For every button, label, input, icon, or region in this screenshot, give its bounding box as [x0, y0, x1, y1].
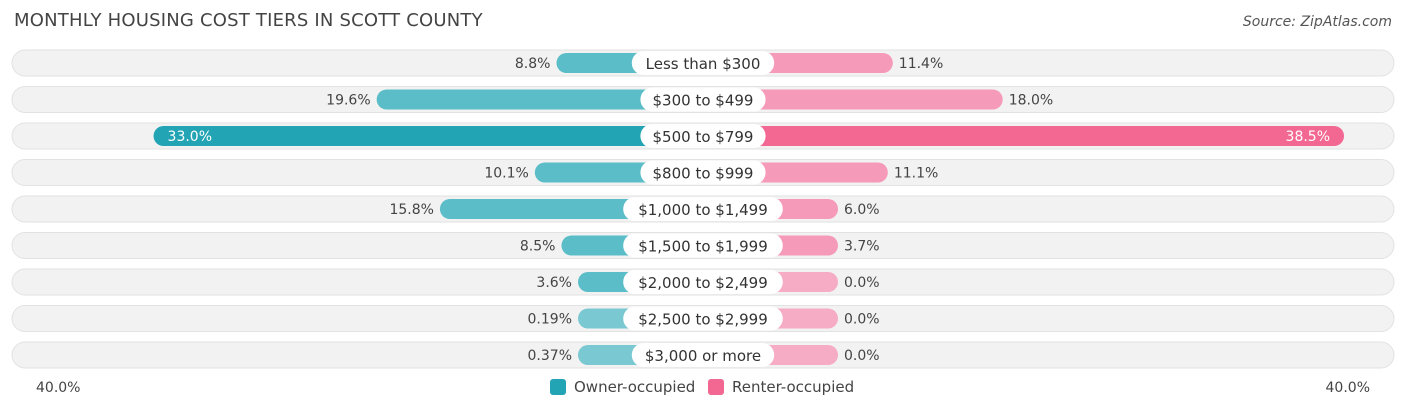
category-label: $2,500 to $2,999 [638, 311, 768, 329]
category-label: $800 to $999 [653, 165, 754, 183]
category-pill [623, 197, 783, 221]
legend-owner: Owner-occupied [550, 378, 695, 396]
owner-value-label: 33.0% [168, 129, 212, 145]
legend-owner-label: Owner-occupied [574, 378, 696, 396]
renter-value-label: 18.0% [1009, 93, 1053, 109]
renter-value-label: 0.0% [844, 348, 880, 364]
owner-value-label: 8.8% [515, 56, 551, 72]
renter-value-label: 6.0% [844, 202, 880, 218]
category-pill [623, 233, 783, 258]
renter-value-label: 3.7% [844, 239, 880, 255]
category-pill [631, 343, 775, 367]
renter-bar [703, 126, 1345, 146]
category-pill [623, 270, 783, 294]
legend-renter: Renter-occupied [708, 378, 854, 396]
owner-value-label: 0.19% [528, 312, 572, 328]
category-pill [623, 306, 783, 331]
legend: Owner-occupied Renter-occupied [0, 378, 1406, 400]
legend-owner-swatch [550, 379, 566, 395]
renter-value-label: 38.5% [1286, 129, 1330, 145]
category-pill [640, 87, 766, 112]
axis-right-label: 40.0% [1325, 380, 1370, 396]
legend-renter-swatch [708, 379, 724, 395]
category-pill [640, 160, 766, 185]
category-label: $2,000 to $2,499 [638, 274, 768, 292]
owner-bar [376, 89, 703, 110]
axis-left-label: 40.0% [36, 380, 81, 396]
category-pill [631, 51, 775, 75]
renter-value-label: 11.1% [894, 166, 938, 182]
renter-value-label: 0.0% [844, 312, 880, 328]
chart-title: MONTHLY HOUSING COST TIERS IN SCOTT COUN… [14, 10, 483, 31]
renter-value-label: 0.0% [844, 275, 880, 291]
owner-value-label: 10.1% [484, 166, 528, 182]
owner-value-label: 3.6% [536, 275, 572, 291]
category-label: $500 to $799 [653, 128, 754, 146]
category-label: $1,500 to $1,999 [638, 238, 768, 256]
renter-bar [703, 89, 1003, 110]
owner-value-label: 15.8% [389, 202, 433, 218]
renter-value-label: 11.4% [899, 56, 943, 72]
category-label: $3,000 or more [645, 347, 761, 365]
category-label: Less than $300 [646, 55, 761, 73]
legend-renter-label: Renter-occupied [732, 378, 855, 396]
category-label: $300 to $499 [653, 92, 754, 110]
chart-source: Source: ZipAtlas.com [1242, 14, 1392, 30]
owner-value-label: 0.37% [528, 348, 572, 364]
owner-value-label: 19.6% [326, 93, 370, 109]
category-label: $1,000 to $1,499 [638, 201, 768, 219]
owner-value-label: 8.5% [520, 239, 556, 255]
category-pill [640, 124, 766, 148]
owner-bar [153, 126, 704, 146]
